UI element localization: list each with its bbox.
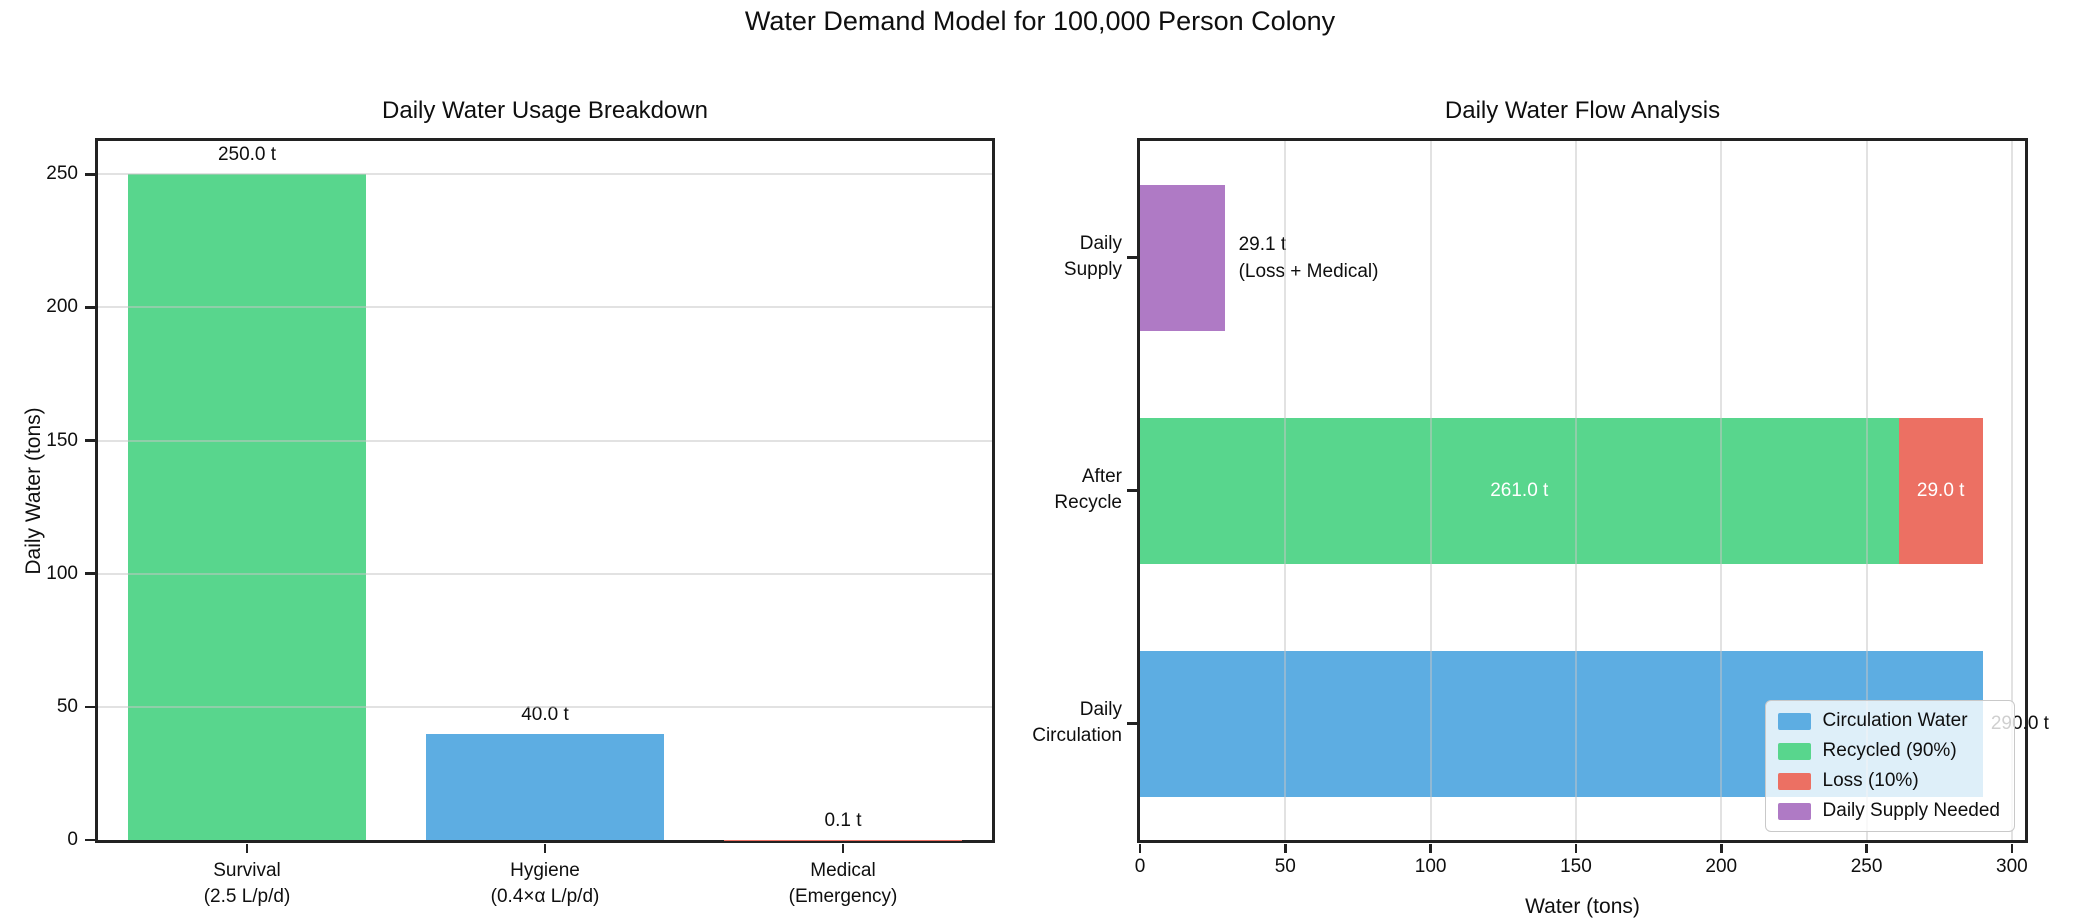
bar-value-label-2: 40.0 t: [521, 703, 569, 725]
legend-label-4: Daily Supply Needed: [1822, 800, 2000, 821]
y-tick-3: [1127, 722, 1137, 725]
flow-x-axis-label: Water (tons): [1525, 895, 1640, 918]
bar-value-label-3: 0.1 t: [824, 809, 862, 831]
figure-title: Water Demand Model for 100,000 Person Co…: [744, 6, 1336, 36]
usage-chart-title: Daily Water Usage Breakdown: [382, 97, 708, 124]
y-tick-150: [85, 439, 95, 442]
y-tick-50: [85, 705, 95, 709]
x-category-label-1: Survival (2.5 L/p/d): [203, 860, 291, 907]
y-tick-label-200: 200: [46, 296, 78, 318]
x-tick-50: [1284, 844, 1287, 853]
x-tick-label-200: 200: [1705, 856, 1738, 877]
legend-swatch-green: [1777, 742, 1811, 760]
y-tick-label-0: 0: [67, 829, 78, 850]
legend-label-2: Recycled (90%): [1822, 740, 1957, 761]
x-tick-250: [1865, 844, 1868, 853]
bar-2-segment-1: [1140, 417, 1899, 564]
y-tick-label-150: 150: [46, 429, 78, 451]
y-tick-250: [85, 173, 95, 176]
x-tick-3: [841, 844, 845, 853]
legend-item-2: Recycled (90%): [1777, 740, 2000, 762]
y-tick-label-100: 100: [46, 562, 78, 584]
x-tick-label-50: 50: [1274, 856, 1296, 877]
usage-chart: Daily Water Usage Breakdown Daily Water …: [22, 97, 995, 907]
usage-plot-area: 0 50 100 150 200 250 250.0 t Survival (2.5 L/p/…: [46, 141, 992, 907]
segment-value-label-2-1: 261.0 t: [1490, 479, 1549, 501]
x-tick-1: [245, 844, 249, 853]
y-tick-2: [1127, 489, 1137, 492]
x-tick-100: [1429, 844, 1432, 853]
bar-value-label-1: 250.0 t: [217, 144, 277, 166]
x-tick-150: [1574, 844, 1578, 853]
x-tick-label-100: 100: [1414, 856, 1447, 877]
y-tick-label-250: 250: [46, 163, 78, 185]
y-tick-label-50: 50: [56, 695, 78, 717]
segment-value-label-2-2: 29.0 t: [1916, 479, 1965, 501]
x-category-label-3: Medical (Emergency): [788, 860, 898, 907]
y-tick-1: [1127, 256, 1137, 259]
legend-item-3: Loss (10%): [1777, 770, 2000, 792]
x-category-label-2: Hygiene (0.4×α L/p/d): [490, 860, 600, 907]
bar-1: [127, 174, 367, 840]
x-tick-label-250: 250: [1850, 856, 1883, 877]
bar-1-segment-1: [1140, 184, 1225, 331]
bar-2: [425, 733, 665, 840]
flow-chart: Daily Water Flow Analysis 0 50 100 150 200 25…: [1032, 97, 2049, 918]
legend-label-3: Loss (10%): [1822, 770, 1919, 791]
legend-label-1: Circulation Water: [1822, 710, 1968, 731]
y-category-label-1: Daily Supply: [1063, 232, 1122, 280]
x-tick-200: [1720, 844, 1723, 853]
legend: Circulation Water Recycled (90%) Loss (10%…: [1764, 700, 2015, 832]
y-category-label-2: After Recycle: [1054, 465, 1122, 513]
legend-item-4: Daily Supply Needed: [1777, 800, 2000, 822]
bar-2-segment-2: [1898, 417, 1983, 564]
legend-swatch-blue: [1777, 712, 1811, 730]
x-tick-300: [2010, 844, 2014, 853]
legend-swatch-red: [1777, 772, 1811, 790]
legend-swatch-purple: [1777, 802, 1811, 820]
x-tick-2: [543, 844, 547, 853]
flow-chart-title: Daily Water Flow Analysis: [1444, 97, 1721, 124]
y-tick-100: [85, 572, 95, 575]
y-tick-0: [85, 838, 95, 842]
y-category-label-3: Daily Circulation: [1032, 698, 1122, 746]
x-tick-label-0: 0: [1134, 856, 1146, 877]
bar-annotation-1: 29.1 t (Loss + Medical): [1238, 233, 1379, 282]
x-tick-0: [1138, 844, 1142, 853]
legend-item-1: Circulation Water: [1777, 710, 2000, 732]
x-tick-label-300: 300: [1996, 856, 2028, 877]
y-tick-200: [85, 306, 95, 309]
x-tick-label-150: 150: [1560, 856, 1592, 877]
